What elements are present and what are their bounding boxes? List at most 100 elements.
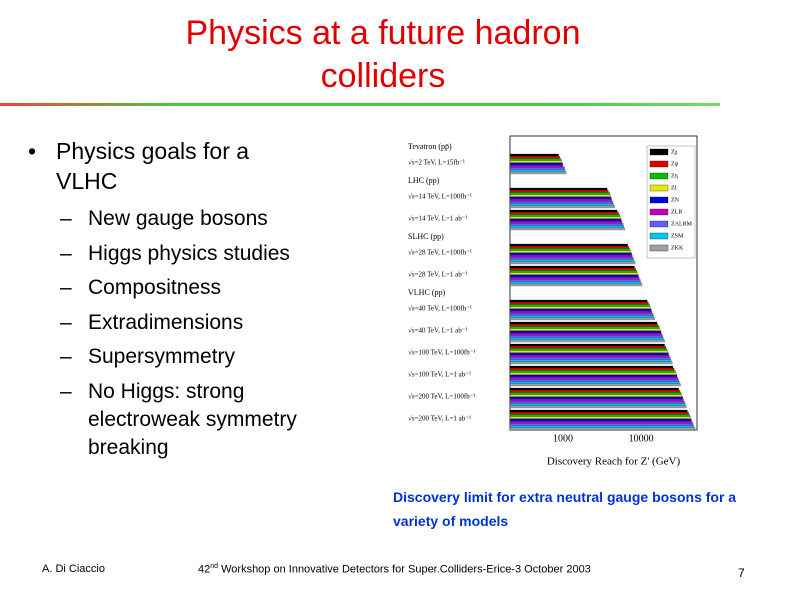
bar [509,169,566,172]
bar [509,272,638,275]
bar [509,387,679,391]
sub-line: Compositness [88,276,222,299]
bar [509,165,564,168]
bar [509,304,650,307]
bar [509,162,563,166]
bar [509,357,671,360]
bar [509,313,654,316]
category-label: √s=2 TeV, L=15fb⁻¹ [408,159,465,167]
bar [509,205,615,209]
bar [509,409,688,413]
slide-title: Physics at a future hadron colliders [100,12,666,98]
caption: Discovery limit for extra neutral gauge … [393,485,793,533]
bar [509,414,690,417]
x-tick-label: 10000 [629,433,654,444]
bar [509,274,639,278]
legend-label: Zχ [671,149,678,155]
bar [509,209,618,213]
bar [509,196,612,200]
legend-label: ZI [671,185,677,191]
bar [509,412,689,415]
category-label: √s=28 TeV, L=1 ab⁻¹ [408,271,468,279]
category-label: √s=40 TeV, L=100fb⁻¹ [408,305,472,313]
sub-dash: – [60,310,72,334]
sub-text: Extradimensions [88,309,348,337]
bar [509,212,619,215]
legend-swatch [649,220,669,228]
event-number: 42 [198,563,211,576]
bar [509,421,693,424]
sub-dash: – [60,276,72,299]
group-label: Tevatron (pp̄) [408,142,452,151]
bar [509,396,683,400]
bar [509,339,665,343]
bar [509,255,633,258]
bar [509,268,636,271]
bar [509,192,610,195]
legend-label: ZALRM [671,221,693,227]
bar [509,265,635,269]
category-label: √s=200 TeV, L=1 ab⁻¹ [408,415,471,423]
bar [509,343,665,347]
bar [509,399,684,402]
group-label: VLHC (pp) [408,288,445,297]
bar [509,355,670,358]
legend-label: ZKK [671,245,684,251]
bar [509,361,673,365]
bullet-line: VLHC [56,168,118,194]
sub-line: Extradimensions [88,310,244,334]
bar [509,328,661,331]
sub-line: Supersymmetry [88,345,236,368]
sub-text: New gauge bosons [88,205,348,233]
bar [509,315,654,318]
category-label: √s=14 TeV, L=100fb⁻¹ [408,193,472,201]
bar [509,311,653,314]
bar [509,418,692,422]
bar [509,261,636,265]
bar [509,427,696,431]
legend-label: Zψ [671,161,679,167]
title-line: Physics at a future hadron [185,14,581,52]
bar [509,203,614,206]
legend-label: ZLR [671,209,682,215]
bar [509,259,635,262]
bar [509,199,612,202]
legend-swatch [649,172,669,180]
bar [509,350,668,353]
bar [509,214,620,217]
legend-swatch [649,244,669,252]
bar [509,221,623,224]
bar [509,283,643,287]
bar [509,324,659,327]
bar [509,416,691,419]
category-label: √s=14 TeV, L=1 ab⁻¹ [408,215,468,223]
legend-swatch [649,196,669,204]
bar [509,281,642,284]
bar [509,156,560,159]
bar [509,370,676,373]
sub-text: Compositness [88,274,348,302]
legend-swatch [649,160,669,168]
bar [509,423,694,426]
footer-page: 7 [738,566,745,580]
bar [509,383,681,387]
bar [509,365,674,369]
bar [509,394,683,397]
bar [509,248,631,251]
bar [509,153,559,157]
x-axis-label: Discovery Reach for Z' (GeV) [547,456,681,468]
sub-dash: – [60,379,72,403]
bar [509,227,625,231]
bar [509,277,640,280]
bar [509,308,652,312]
legend-swatch [649,208,669,216]
bar [509,302,649,305]
sub-line: breaking [88,435,169,459]
sub-text: Supersymmetry [88,343,348,371]
legend-swatch [649,148,669,156]
sub-text: Higgs physics studies [88,240,348,268]
bar [509,321,658,325]
bullet-text: Physics goals for a VLHC [56,136,356,196]
bar [509,171,567,175]
footer-author: A. Di Ciaccio [42,563,105,575]
